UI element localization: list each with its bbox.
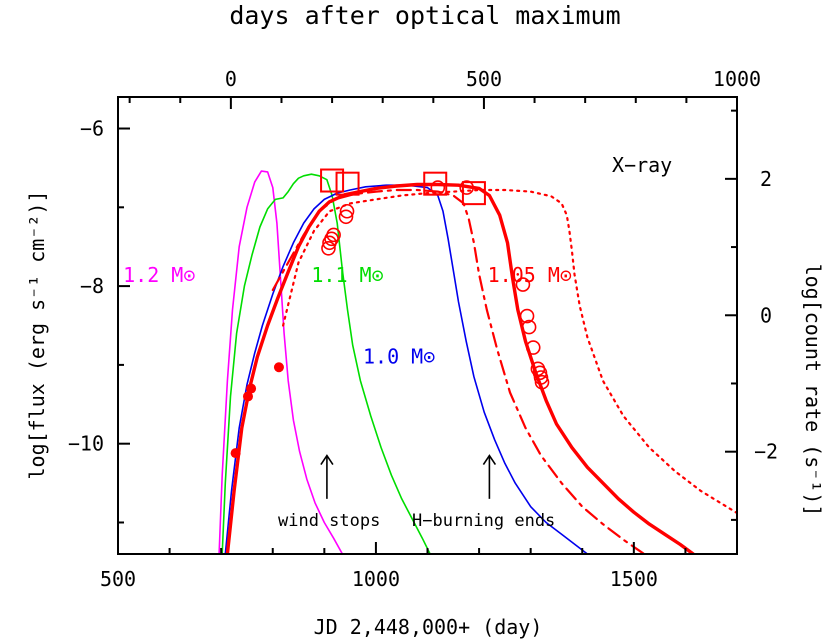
open-circle-point [521,319,537,335]
open-circle-point [525,340,541,355]
filled-point [246,383,257,394]
open-circle-point [459,180,475,195]
open-circle-point [515,277,531,292]
x-tick-label: 1000 [352,567,400,591]
model-label: 1.1 M⊙ [311,263,383,287]
x2-tick-label: 1000 [713,67,761,91]
arrow-head [482,454,497,465]
model-label: 1.2 M⊙ [123,263,195,287]
open-square-point [461,181,486,206]
open-circle-point [534,374,550,390]
points-layer [230,168,550,459]
h-burning-ends-annotation: H−burning ends [412,511,555,531]
model-label: 1.0 M⊙ [363,344,435,368]
x2-tick-label: 500 [466,67,502,91]
open-circle-point [326,227,341,243]
filled-point [273,362,284,373]
wind-stops-annotation: wind stops [278,511,380,531]
open-circle-point [321,240,336,256]
model-label: 1.05 M⊙ [488,263,572,287]
series-line-1 [221,173,431,554]
y2-axis-title: log[count rate (s⁻¹)] [801,264,825,517]
filled-point [242,391,253,402]
series-layer [218,170,737,554]
series-line-3 [225,182,695,554]
series-line-2 [224,184,589,554]
open-square-point [320,168,345,193]
series-line-4 [271,188,646,554]
y-tick-label: −8 [80,274,104,298]
x2-tick-label: 0 [225,67,237,91]
filled-point [230,448,241,459]
x-tick-label: 1500 [610,567,658,591]
y2-tick-label: 2 [760,167,772,191]
open-circle-point [519,308,535,324]
series-line-5 [282,188,737,515]
x-tick-label: 500 [100,567,136,591]
y-tick-label: −6 [80,117,104,141]
open-square-point [335,171,360,196]
labels-layer: 500 1000 1500 0 500 1000 −6 −8 −10 2 0 −2 1.2 M⊙ 1.1 … [68,67,778,591]
ticks-layer [117,97,738,554]
series-line-0 [218,170,344,554]
xray-annotation: X−ray [612,153,672,177]
x-axis-title: JD 2,448,000+ (day) [314,615,543,639]
open-circle-point [339,203,355,219]
arrow-head [320,454,334,465]
open-circle-point [338,209,354,225]
y2-tick-label: −2 [754,440,778,464]
x2-axis-title: days after optical maximum [229,1,620,30]
y-axis-title: log[flux (erg s⁻¹ cm⁻²)] [25,191,49,480]
y-tick-label: −10 [68,432,104,456]
y2-tick-label: 0 [760,303,772,327]
open-square-point [423,171,448,196]
